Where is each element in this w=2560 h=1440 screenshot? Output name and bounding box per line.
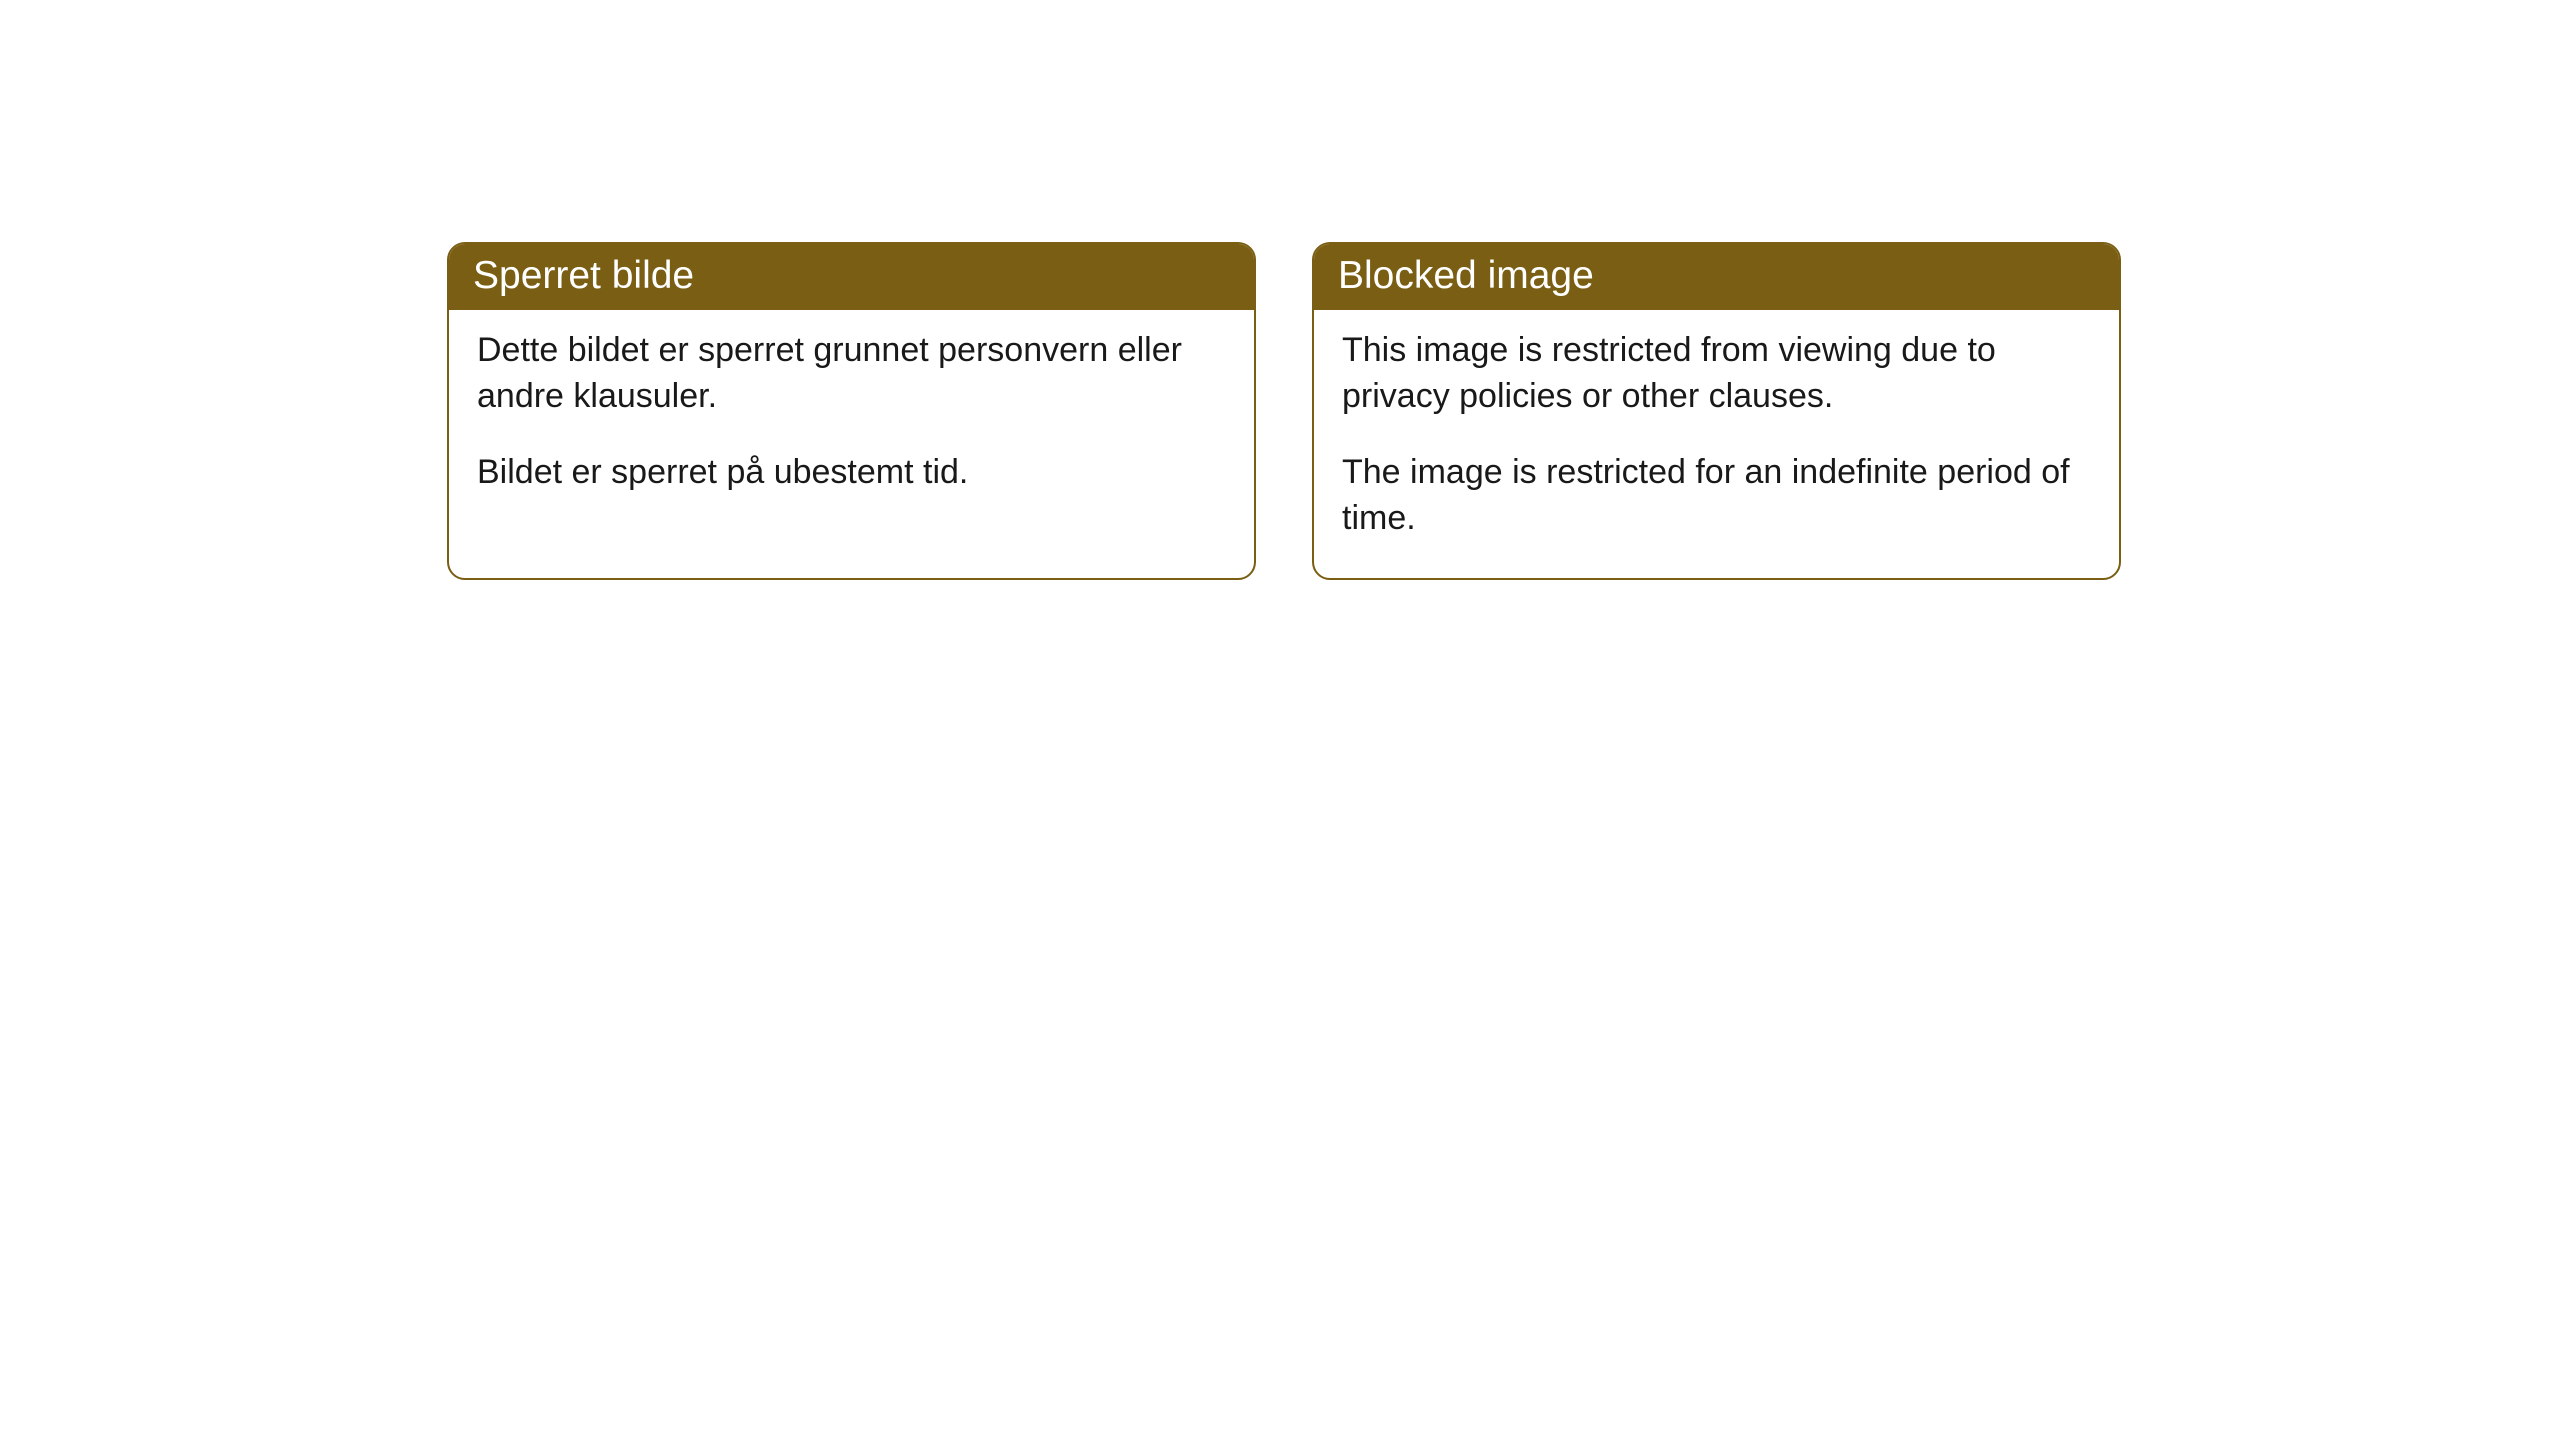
card-paragraph-1: Dette bildet er sperret grunnet personve… xyxy=(477,328,1226,420)
card-title: Sperret bilde xyxy=(473,254,694,297)
blocked-image-card-no: Sperret bilde Dette bildet er sperret gr… xyxy=(447,242,1256,580)
card-body: This image is restricted from viewing du… xyxy=(1314,310,2119,578)
card-header: Blocked image xyxy=(1314,244,2119,310)
card-body: Dette bildet er sperret grunnet personve… xyxy=(449,310,1254,532)
card-paragraph-2: Bildet er sperret på ubestemt tid. xyxy=(477,450,1226,496)
card-paragraph-1: This image is restricted from viewing du… xyxy=(1342,328,2091,420)
card-header: Sperret bilde xyxy=(449,244,1254,310)
card-paragraph-2: The image is restricted for an indefinit… xyxy=(1342,450,2091,542)
blocked-image-card-en: Blocked image This image is restricted f… xyxy=(1312,242,2121,580)
card-title: Blocked image xyxy=(1338,254,1594,297)
notice-cards-container: Sperret bilde Dette bildet er sperret gr… xyxy=(447,242,2121,580)
